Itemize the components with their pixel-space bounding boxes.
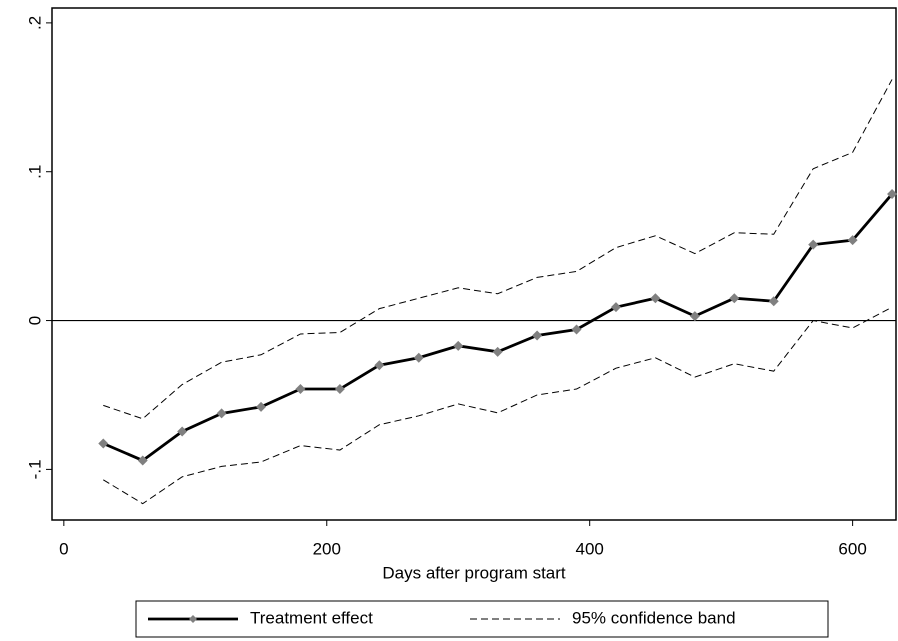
y-tick-label: .1 <box>25 165 44 179</box>
confidence-band-lower <box>103 306 893 505</box>
marker <box>256 401 267 412</box>
legend-label: Treatment effect <box>250 608 373 627</box>
marker <box>492 346 503 357</box>
marker <box>571 324 582 335</box>
marker <box>177 426 188 437</box>
marker <box>295 384 306 395</box>
legend-marker <box>189 615 197 623</box>
x-tick-label: 200 <box>313 539 341 558</box>
x-axis-title: Days after program start <box>382 563 566 582</box>
y-tick-label: 0 <box>25 316 44 325</box>
marker <box>808 239 819 250</box>
legend-label: 95% confidence band <box>572 608 736 627</box>
marker <box>334 384 345 395</box>
y-tick-label: .2 <box>25 16 44 30</box>
marker <box>610 302 621 313</box>
marker <box>216 408 227 419</box>
confidence-band-upper <box>103 79 893 420</box>
marker <box>847 235 858 246</box>
plot-frame <box>51 7 897 521</box>
marker <box>689 311 700 322</box>
marker <box>413 352 424 363</box>
marker <box>532 330 543 341</box>
marker <box>650 293 661 304</box>
x-tick-label: 400 <box>576 539 604 558</box>
marker <box>98 438 109 449</box>
x-tick-label: 600 <box>838 539 866 558</box>
marker <box>137 455 148 466</box>
y-tick-label: -.1 <box>25 459 44 479</box>
marker <box>453 340 464 351</box>
marker <box>768 296 779 307</box>
x-tick-label: 0 <box>59 539 68 558</box>
marker <box>729 293 740 304</box>
marker <box>887 189 898 200</box>
marker <box>374 360 385 371</box>
